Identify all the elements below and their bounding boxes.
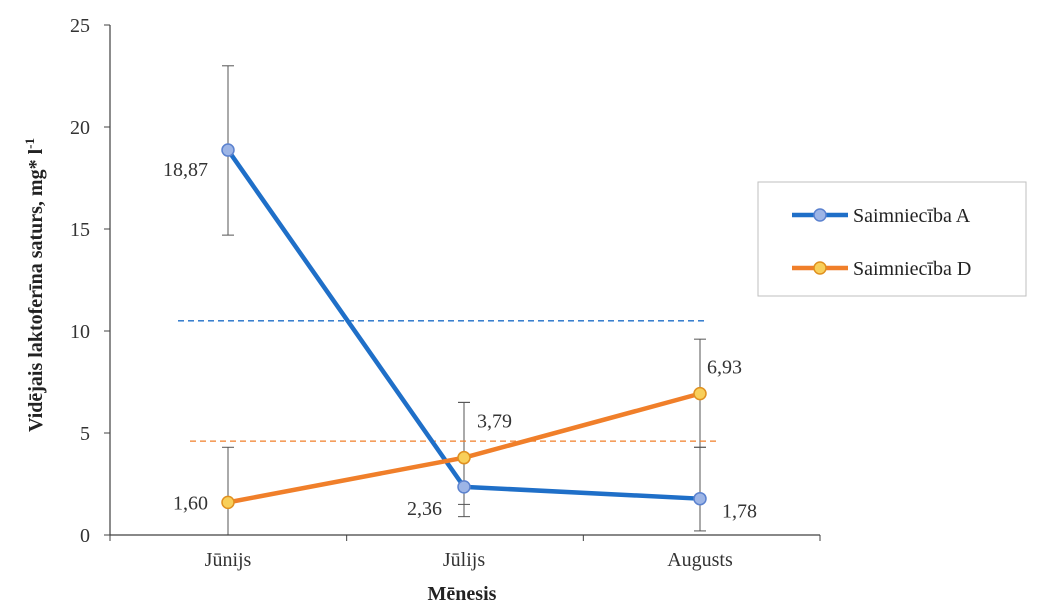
data-point [457, 450, 471, 465]
y-axis-title-main: Vidējais laktoferīna saturs, mg* l [25, 148, 47, 432]
legend-swatch-marker [813, 261, 827, 275]
x-tick-label: Jūnijs [205, 549, 252, 571]
legend: Saimniecība A Saimniecība D [757, 181, 1027, 297]
data-label: 18,87 [163, 159, 208, 181]
data-point [457, 480, 471, 494]
y-tick-label: 25 [70, 15, 90, 37]
y-axis-title: Vidējais laktoferīna saturs, mg* l-1 [22, 138, 47, 432]
data-label: 1,60 [173, 492, 208, 514]
legend-label: Saimniecība A [853, 205, 971, 227]
legend-box [757, 181, 1027, 297]
legend-label: Saimniecība D [853, 258, 971, 280]
y-tick-label: 20 [70, 117, 90, 139]
data-point [221, 495, 235, 510]
series-lines [221, 143, 707, 510]
y-tick-label: 5 [80, 423, 90, 445]
axes: 0 5 10 15 20 25 Jūnijs Jūlijs Augusts [70, 15, 821, 571]
data-point [693, 386, 707, 401]
error-bars [222, 65, 706, 535]
x-axis-title: Mēnesis [428, 583, 497, 605]
data-label: 3,79 [477, 411, 512, 433]
legend-swatch-marker [813, 208, 827, 222]
data-label: 1,78 [722, 501, 757, 523]
y-tick-label: 15 [70, 219, 90, 241]
data-label: 6,93 [707, 357, 742, 379]
data-point [221, 143, 235, 157]
x-tick-label: Augusts [667, 549, 733, 571]
data-label: 2,36 [407, 498, 442, 520]
data-point [693, 491, 707, 506]
y-tick-label: 0 [80, 525, 90, 547]
mean-lines [178, 320, 720, 442]
y-axis-title-superscript: -1 [22, 138, 37, 149]
y-tick-label: 10 [70, 321, 90, 343]
x-tick-label: Jūlijs [443, 549, 485, 571]
data-labels: 18,87 2,36 1,78 1,60 3,79 6,93 [163, 159, 757, 523]
